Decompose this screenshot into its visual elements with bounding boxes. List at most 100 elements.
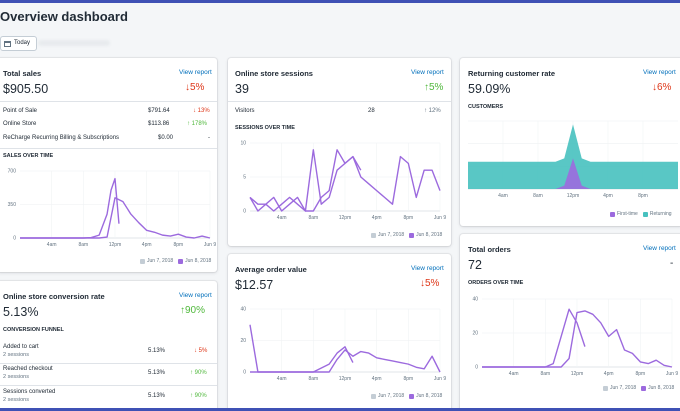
legend-compare-label: Jun 7, 2018 [378, 393, 405, 399]
sales-chart: 700 350 0 4am 8am 12pm 4pm 8pm Jun 9 [8, 169, 217, 248]
customers-legend: First-time Returning [610, 211, 672, 217]
x-tick-label: 12pm [339, 215, 352, 221]
sessions-section-label: SESSIONS OVER TIME [235, 125, 295, 131]
legend-swatch-compare [603, 385, 608, 391]
x-tick-label: 8pm [638, 193, 648, 199]
y-tick-label: 0 [475, 365, 478, 371]
y-tick-label: 350 [8, 202, 17, 208]
funnel-row-added-to-cart[interactable]: Added to cart 2 sessions 5.13% ↓ 5% [0, 344, 217, 360]
conversion-view-report-link[interactable]: View report [179, 292, 212, 299]
y-tick-label: 20 [472, 331, 478, 337]
x-tick-label: 12pm [567, 193, 580, 199]
legend-compare-label: Jun 7, 2018 [610, 385, 637, 391]
row-change: ↑ 12% [424, 108, 441, 114]
conversion-value: 5.13% [3, 305, 39, 319]
sales-row-pos[interactable]: Point of Sale $791.64 ↓ 13% [0, 108, 217, 118]
sessions-view-report-link[interactable]: View report [411, 69, 444, 76]
sessions-change: ↑5% [424, 82, 444, 93]
row-sub: 2 sessions [3, 397, 29, 403]
x-tick-label: 4am [277, 215, 287, 221]
total-sales-view-report-link[interactable]: View report [179, 69, 212, 76]
x-tick-label: 8am [308, 215, 318, 221]
row-label: Reached checkout [3, 366, 53, 372]
area-returning [468, 124, 678, 189]
funnel-section-label: CONVERSION FUNNEL [3, 327, 64, 333]
x-tick-label: 4pm [142, 242, 152, 248]
row-label: Online Store [3, 121, 37, 127]
window-bottom-border [0, 408, 680, 411]
y-tick-label: 700 [8, 169, 17, 175]
x-tick-label: 8pm [635, 371, 645, 377]
row-label: Added to cart [3, 344, 39, 350]
legend-returning-label: Returning [649, 211, 672, 217]
legend-swatch-primary [409, 393, 415, 399]
divider [0, 385, 217, 386]
total-sales-change: ↓5% [185, 82, 205, 93]
aov-legend: Jun 7, 2018 Jun 8, 2018 [371, 393, 442, 399]
page-title: Overview dashboard [0, 9, 128, 24]
row-value: 5.13% [148, 348, 166, 354]
orders-change: - [670, 258, 674, 269]
aov-card: Average order value View report $12.57 ↓… [228, 254, 451, 411]
y-tick-label: 5 [243, 175, 246, 181]
returning-change: ↓6% [652, 82, 672, 93]
returning-view-report-link[interactable]: View report [643, 69, 676, 76]
legend-primary-label: Jun 8, 2018 [416, 232, 443, 238]
legend-swatch-primary [178, 258, 184, 264]
orders-chart: 40 20 0 4am 8am 12pm 4pm 8pm Jun 9 [472, 297, 678, 377]
legend-swatch-first-time [610, 211, 615, 217]
returning-rate-card: Returning customer rate View report 59.0… [460, 58, 680, 226]
legend-primary-label: Jun 8, 2018 [648, 385, 675, 391]
x-tick-label: 4pm [603, 193, 613, 199]
legend-compare-label: Jun 7, 2018 [147, 258, 174, 264]
legend-primary-label: Jun 8, 2018 [416, 393, 443, 399]
y-tick-label: 10 [240, 141, 246, 147]
row-change: ↓ 5% [194, 348, 208, 354]
orders-title: Total orders [468, 245, 511, 254]
legend-swatch-compare [371, 232, 376, 238]
x-tick-label: 8pm [403, 376, 413, 382]
x-tick-label: 8am [308, 376, 318, 382]
sales-section-label: SALES OVER TIME [3, 153, 54, 159]
divider [0, 363, 217, 364]
series-line-jun-8-2018 [249, 149, 362, 212]
row-value: $0.00 [158, 135, 174, 141]
x-tick-label: 4pm [604, 371, 614, 377]
legend-swatch-returning [642, 211, 648, 217]
x-tick-label: 8am [540, 371, 550, 377]
total-sales-title: Total sales [3, 69, 42, 78]
date-range-button[interactable]: Today [0, 36, 38, 51]
funnel-row-reached-checkout[interactable]: Reached checkout 2 sessions 5.13% ↑ 90% [0, 366, 217, 382]
x-tick-label: Jun 9 [434, 376, 446, 382]
sessions-row-visitors[interactable]: Visitors 28 ↑ 12% [228, 108, 451, 118]
y-tick-label: 0 [13, 236, 16, 242]
series-line-jun-8-2018 [482, 308, 586, 368]
divider [0, 148, 217, 149]
y-tick-label: 40 [472, 297, 478, 303]
orders-view-report-link[interactable]: View report [643, 245, 676, 252]
orders-section-label: ORDERS OVER TIME [468, 280, 524, 286]
legend-swatch-primary [409, 232, 415, 238]
row-label: Sessions converted [3, 389, 56, 395]
aov-change: ↓5% [420, 278, 440, 289]
x-tick-label: 8pm [173, 242, 183, 248]
y-tick-label: 40 [240, 307, 246, 313]
series-line-jun-8-2018 [20, 177, 120, 239]
x-tick-label: 8pm [403, 215, 413, 221]
row-value: 5.13% [148, 393, 166, 399]
sales-row-online-store[interactable]: Online Store $113.86 ↑ 178% [0, 121, 217, 131]
date-range-label: Today [14, 40, 31, 46]
sales-row-recharge[interactable]: ReCharge Recurring Billing & Subscriptio… [0, 135, 217, 145]
funnel-row-sessions-converted[interactable]: Sessions converted 2 sessions 5.13% ↑ 90… [0, 389, 217, 405]
x-tick-label: Jun 9 [434, 215, 446, 221]
x-tick-label: Jun 9 [666, 371, 678, 377]
row-value: $113.86 [148, 121, 170, 127]
total-orders-card: Total orders View report 72 - ORDERS OVE… [460, 234, 680, 411]
y-tick-label: 0 [243, 209, 246, 215]
x-tick-label: 4am [277, 376, 287, 382]
row-label: Point of Sale [3, 108, 38, 114]
aov-view-report-link[interactable]: View report [411, 265, 444, 272]
sessions-title: Online store sessions [235, 69, 313, 78]
comparison-range-blurred [38, 40, 110, 46]
row-label: ReCharge Recurring Billing & Subscriptio… [3, 135, 120, 141]
